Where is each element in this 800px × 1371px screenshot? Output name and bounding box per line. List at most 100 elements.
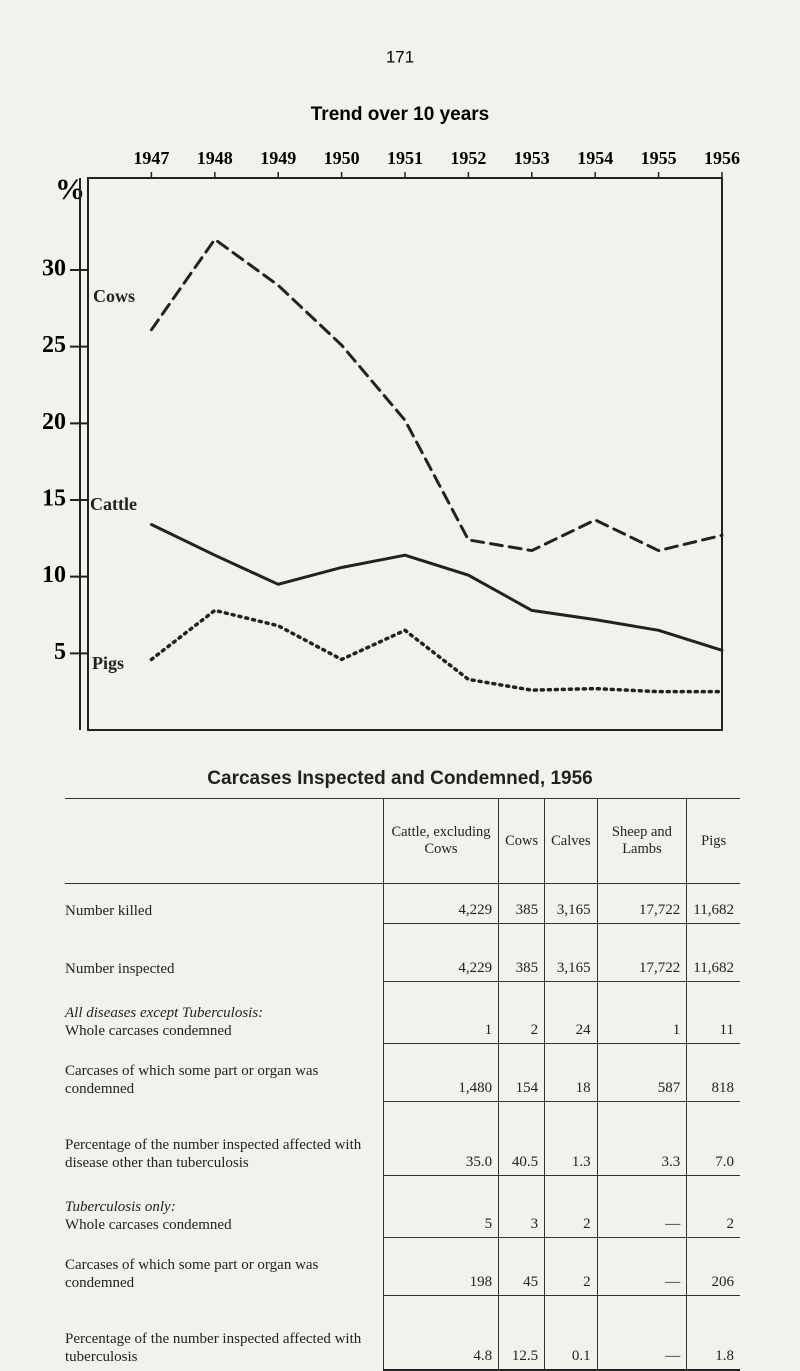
cell: 17,722 xyxy=(596,883,687,924)
section-heading: Tuberculosis only: xyxy=(65,1198,176,1215)
row-label-text: Carcases of which some part or organ was… xyxy=(65,1256,319,1291)
row-label: Number killed xyxy=(65,884,383,924)
series-label: Cows xyxy=(93,286,135,306)
x-tick-label: 1956 xyxy=(704,148,740,168)
table: Cattle, excluding Cows Cows Calves Sheep an… xyxy=(65,798,740,1371)
chart: 171 Trend over 10 years % 51015202530194… xyxy=(42,47,740,731)
cell: 1.3 xyxy=(544,1101,598,1176)
column-header: Pigs xyxy=(686,798,740,884)
table-row: All diseases except Tuberculosis: Whole c… xyxy=(65,981,740,1044)
cell: 818 xyxy=(686,1043,740,1102)
cell: 1.8 xyxy=(686,1295,740,1371)
section-heading: All diseases except Tuberculosis: xyxy=(65,1004,264,1021)
x-tick-label: 1952 xyxy=(450,148,486,168)
cell: 385 xyxy=(498,923,545,982)
row-label: All diseases except Tuberculosis: Whole c… xyxy=(65,982,383,1044)
page-number: 171 xyxy=(386,47,414,66)
plot-frame xyxy=(87,177,723,731)
y-tick-label: 30 xyxy=(42,256,66,282)
y-tick-label: 15 xyxy=(42,486,66,512)
cell: 3,165 xyxy=(544,883,598,924)
y-tick-label: 20 xyxy=(42,409,66,435)
cell: 12.5 xyxy=(498,1295,545,1371)
row-label: Percentage of the number inspected affec… xyxy=(65,1102,383,1176)
cell: 154 xyxy=(498,1043,545,1102)
cell: — xyxy=(596,1175,687,1238)
row-label-text: Number killed xyxy=(65,902,153,919)
cell: 1 xyxy=(382,981,499,1044)
cell: 198 xyxy=(382,1237,499,1296)
cell: 3.3 xyxy=(596,1101,687,1176)
header-row: Cattle, excluding Cows Cows Calves Sheep an… xyxy=(65,798,740,884)
table-row: Tuberculosis only: Whole carcases condemn… xyxy=(65,1175,740,1238)
column-header: Cattle, excluding Cows xyxy=(382,798,499,884)
cell: 35.0 xyxy=(382,1101,499,1176)
cell: 40.5 xyxy=(498,1101,545,1176)
cell: — xyxy=(596,1237,687,1296)
column-header: Cows xyxy=(498,798,545,884)
row-label-text: Percentage of the number inspected affec… xyxy=(65,1136,362,1171)
series-line xyxy=(149,237,724,553)
x-tick-label: 1951 xyxy=(387,148,423,168)
table-row: Percentage of the number inspected affec… xyxy=(65,1101,740,1176)
cell: 206 xyxy=(686,1237,740,1296)
x-tick-label: 1949 xyxy=(260,148,296,168)
cell: 3,165 xyxy=(544,923,598,982)
cell: — xyxy=(596,1295,687,1371)
cell: 385 xyxy=(498,883,545,924)
x-tick-label: 1953 xyxy=(514,148,550,168)
cell: 1 xyxy=(596,981,687,1044)
table-title: Carcases Inspected and Condemned, 1956 xyxy=(207,768,593,789)
y-tick-label: 5 xyxy=(54,639,66,665)
cell: 18 xyxy=(544,1043,598,1102)
x-tick-label: 1947 xyxy=(133,148,169,168)
series-line xyxy=(149,608,724,694)
cell: 4.8 xyxy=(382,1295,499,1371)
x-tick-label: 1948 xyxy=(197,148,233,168)
cell: 7.0 xyxy=(686,1101,740,1176)
table-row: Number inspected 4,229 385 3,165 17,722 11,68… xyxy=(65,923,740,982)
cell: 4,229 xyxy=(382,883,499,924)
cell: 1,480 xyxy=(382,1043,499,1102)
y-tick-label: 25 xyxy=(42,332,66,358)
cell: 2 xyxy=(544,1237,598,1296)
row-label-text: Whole carcases condemned xyxy=(65,1022,232,1039)
column-header: Calves xyxy=(544,798,598,884)
y-tick-label: 10 xyxy=(42,562,66,588)
x-tick-label: 1954 xyxy=(577,148,613,168)
x-tick-label: 1955 xyxy=(641,148,677,168)
row-label: Percentage of the number inspected affec… xyxy=(65,1296,383,1370)
row-label: Tuberculosis only: Whole carcases condemn… xyxy=(65,1176,383,1238)
cell: 17,722 xyxy=(596,923,687,982)
row-label: Carcases of which some part or organ was… xyxy=(65,1044,383,1102)
cell: 11 xyxy=(686,981,740,1044)
table-row: Number killed 4,229 385 3,165 17,722 11,682 xyxy=(65,883,740,924)
chart-title: Trend over 10 years xyxy=(311,104,490,125)
table-row: Carcases of which some part or organ was… xyxy=(65,1237,740,1296)
cell: 2 xyxy=(686,1175,740,1238)
series-label: Pigs xyxy=(92,653,124,673)
cell: 45 xyxy=(498,1237,545,1296)
row-label-text: Percentage of the number inspected affec… xyxy=(65,1330,362,1365)
row-label-text: Carcases of which some part or organ was… xyxy=(65,1062,319,1097)
cell: 2 xyxy=(498,981,545,1044)
cell: 3 xyxy=(498,1175,545,1238)
row-label-text: Whole carcases condemned xyxy=(65,1216,232,1233)
row-label-text: Number inspected xyxy=(65,960,175,977)
row-label: Number inspected xyxy=(65,924,383,982)
header-cell xyxy=(65,798,384,884)
table-row: Percentage of the number inspected affec… xyxy=(65,1295,740,1371)
cell: 11,682 xyxy=(686,883,740,924)
series-label: Cattle xyxy=(90,494,137,514)
column-header: Sheep and Lambs xyxy=(596,798,687,884)
series-line xyxy=(149,523,724,652)
cell: 24 xyxy=(544,981,598,1044)
cell: 0.1 xyxy=(544,1295,598,1371)
cell: 5 xyxy=(382,1175,499,1238)
cell: 587 xyxy=(596,1043,687,1102)
table-row: Carcases of which some part or organ was… xyxy=(65,1043,740,1102)
cell: 4,229 xyxy=(382,923,499,982)
row-label: Carcases of which some part or organ was… xyxy=(65,1238,383,1296)
x-tick-label: 1950 xyxy=(324,148,360,168)
